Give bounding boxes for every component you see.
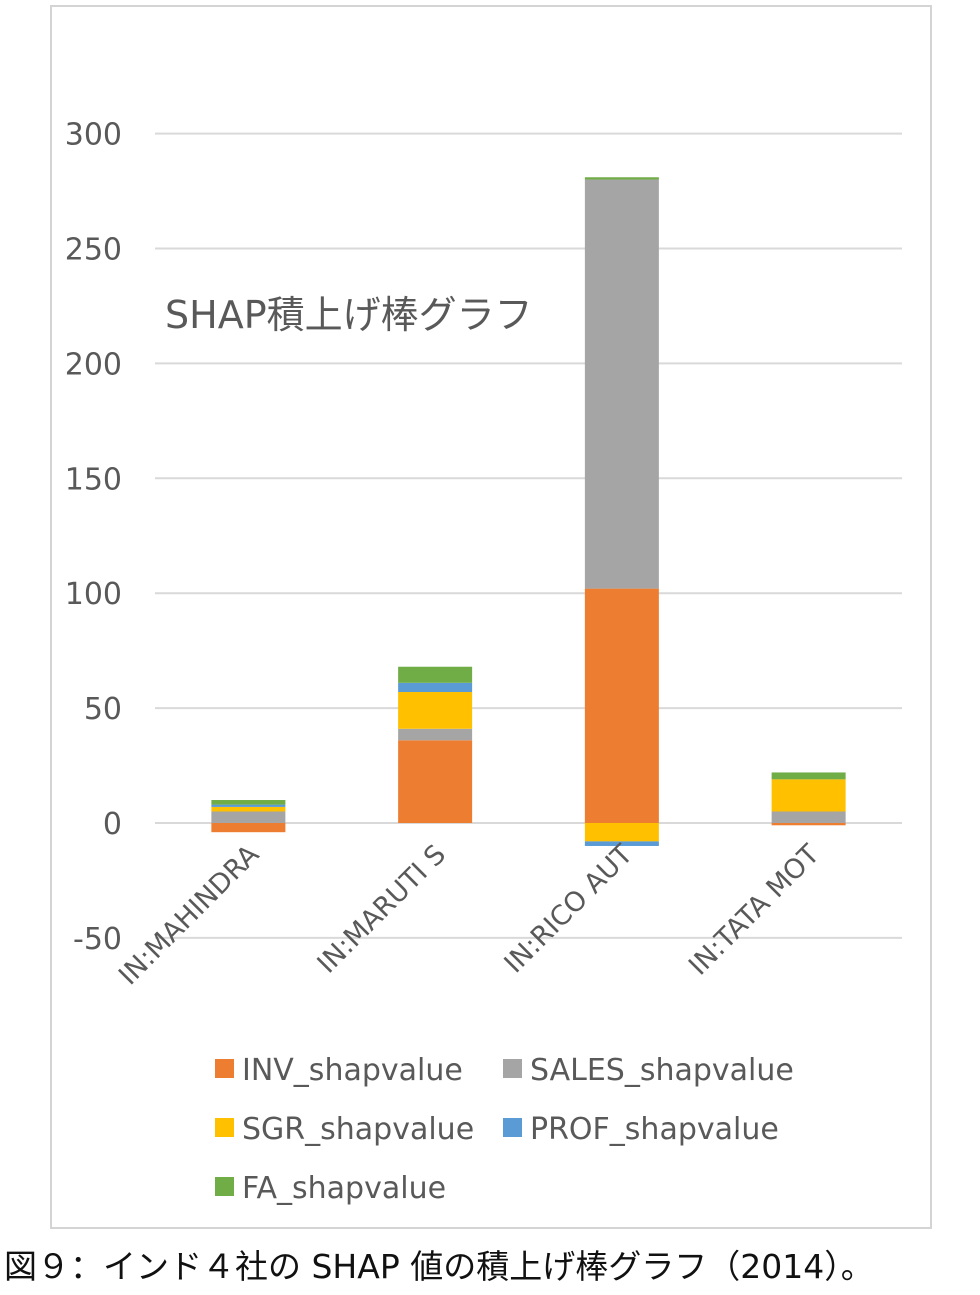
x-category-label: IN:MAHINDRA <box>113 839 266 992</box>
legend-label: PROF_shapvalue <box>530 1112 779 1147</box>
bar-segment-fa-shapvalue <box>211 800 286 805</box>
figure-caption: 図９：インド４社の SHAP 値の積上げ棒グラフ（2014）。 <box>4 1247 874 1286</box>
bar-segment-sales-shapvalue <box>211 811 286 823</box>
bar-segment-fa-shapvalue <box>771 772 846 780</box>
bar-segment-fa-shapvalue <box>584 177 659 180</box>
y-tick-label: -50 <box>73 922 122 957</box>
legend-label: SGR_shapvalue <box>242 1112 474 1147</box>
legend-swatch <box>215 1059 234 1078</box>
y-tick-label: 100 <box>65 577 122 612</box>
y-tick-label: 250 <box>65 233 122 268</box>
legend-swatch <box>215 1177 234 1196</box>
bar-segment-inv-shapvalue <box>771 823 846 826</box>
legend-swatch <box>503 1118 522 1137</box>
bar-segment-sgr-shapvalue <box>398 692 473 729</box>
legend-label: INV_shapvalue <box>242 1053 463 1088</box>
bar-segment-inv-shapvalue <box>211 823 286 833</box>
bar-segment-fa-shapvalue <box>398 666 473 683</box>
y-tick-label: 200 <box>65 347 122 382</box>
y-tick-label: 50 <box>84 692 122 727</box>
bar-segment-prof-shapvalue <box>584 841 659 846</box>
x-category-label: IN:TATA MOT <box>683 839 826 982</box>
bar-segment-inv-shapvalue <box>398 740 473 823</box>
x-category-label: IN:MARUTI S <box>312 839 453 980</box>
legend: INV_shapvalue SALES_shapvalue SGR_shapvalu… <box>215 1053 794 1206</box>
bar-segment-sgr-shapvalue <box>211 806 286 812</box>
bar-segment-prof-shapvalue <box>211 804 286 807</box>
y-axis-tick-labels: 300 250 200 150 100 50 0 -50 <box>65 118 122 957</box>
bar-segment-sgr-shapvalue <box>584 823 659 842</box>
bar-segment-sales-shapvalue <box>584 179 659 589</box>
bar-segment-prof-shapvalue <box>398 682 473 693</box>
chart-title: SHAP積上げ棒グラフ <box>165 293 533 337</box>
y-tick-label: 0 <box>103 807 122 842</box>
legend-swatch <box>215 1118 234 1137</box>
x-category-label: IN:RICO AUT <box>499 839 640 980</box>
x-axis-category-labels: IN:MAHINDRA IN:MARUTI S IN:RICO AUT IN:TATA… <box>113 839 826 992</box>
y-tick-label: 150 <box>65 462 122 497</box>
legend-label: FA_shapvalue <box>242 1171 446 1206</box>
bar-segment-sales-shapvalue <box>398 728 473 741</box>
bar-segment-inv-shapvalue <box>584 588 659 823</box>
legend-label: SALES_shapvalue <box>530 1053 794 1088</box>
bar-segment-sales-shapvalue <box>771 811 846 823</box>
chart-frame <box>50 5 932 1229</box>
y-tick-label: 300 <box>65 118 122 153</box>
bar-segment-sgr-shapvalue <box>771 779 846 812</box>
bars <box>211 177 846 846</box>
legend-swatch <box>503 1059 522 1078</box>
